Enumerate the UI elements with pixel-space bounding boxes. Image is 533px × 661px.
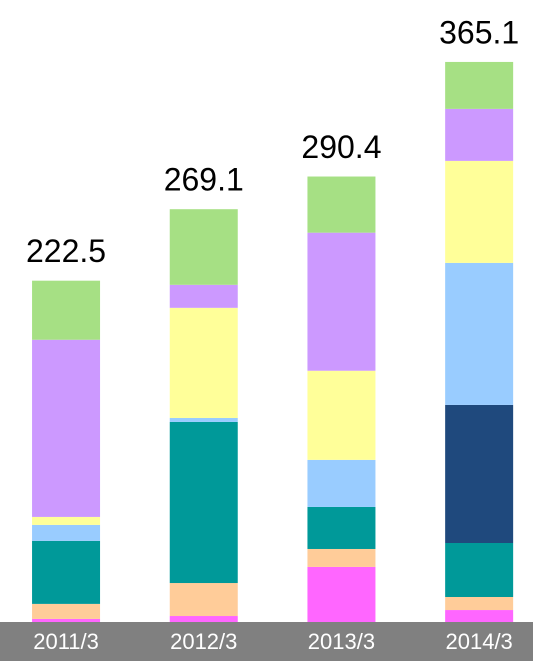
bar-segment (307, 506, 376, 549)
x-tick-label: 2014/3 (446, 629, 513, 654)
x-tick-label: 2012/3 (170, 629, 237, 654)
bar-segment (445, 262, 514, 405)
bar-segment (169, 284, 238, 308)
bar-segment (32, 339, 101, 517)
bar-segment (169, 209, 238, 285)
bar-segment (32, 516, 101, 525)
total-label: 290.4 (301, 129, 381, 165)
bar-segment (445, 160, 514, 263)
x-tick-label: 2013/3 (308, 629, 375, 654)
bar-segment (445, 610, 514, 622)
bar-segment (169, 583, 238, 617)
x-tick-label: 2011/3 (33, 629, 99, 654)
bar-segment (32, 603, 101, 619)
bar-segment (307, 548, 376, 567)
category-band (0, 622, 533, 661)
bar-segment (32, 618, 101, 622)
bar-segment (169, 421, 238, 584)
bar-segment (307, 459, 376, 507)
bar-segment (445, 61, 514, 109)
bar-segment (445, 542, 514, 597)
bar-segment (32, 540, 101, 604)
total-label: 222.5 (26, 233, 106, 269)
bar-segment (445, 108, 514, 161)
bar-segment (169, 616, 238, 622)
bar-segment (169, 417, 238, 422)
total-label: 269.1 (164, 162, 244, 198)
bar-segment (307, 566, 376, 622)
bar-segment (32, 280, 101, 340)
total-label: 365.1 (439, 14, 519, 50)
bar-segment (169, 307, 238, 418)
bar-segment (445, 596, 514, 611)
bar-segment (445, 404, 514, 543)
bar-segment (32, 524, 101, 541)
bar-segment (307, 232, 376, 371)
bar-segment (307, 176, 376, 233)
bar-segment (307, 370, 376, 460)
